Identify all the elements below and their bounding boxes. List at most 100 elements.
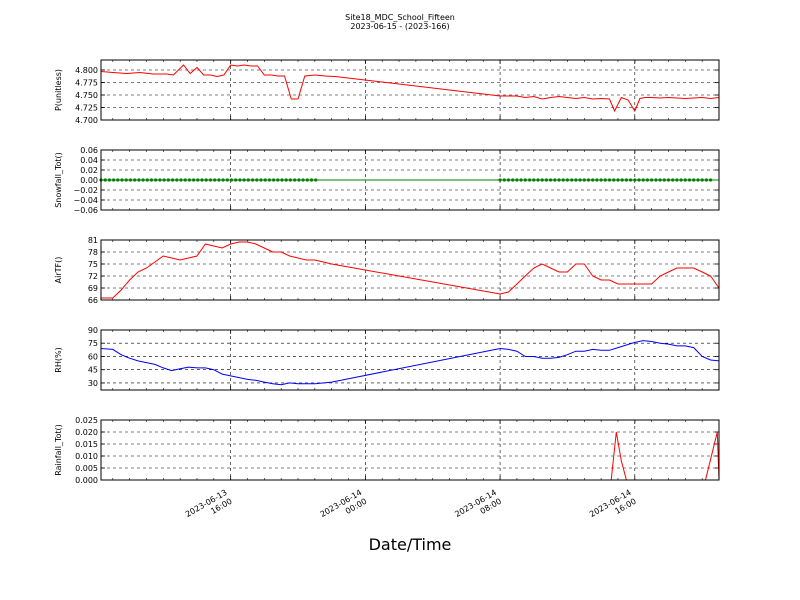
y-tick-label: 81	[88, 236, 98, 245]
data-point	[599, 178, 603, 182]
data-point	[536, 178, 540, 182]
figure-title: Site18_MDC_School_Fifteen	[345, 13, 455, 22]
data-point	[570, 178, 574, 182]
data-point	[187, 178, 191, 182]
data-point	[204, 178, 208, 182]
y-axis-label: Snowfall_Tot()	[54, 152, 63, 208]
data-point	[128, 178, 133, 182]
data-point	[309, 178, 314, 182]
data-point	[650, 178, 654, 182]
data-point	[192, 178, 196, 182]
data-point	[183, 178, 187, 182]
y-tick-label: −0.04	[73, 196, 98, 205]
data-point	[217, 178, 221, 182]
data-point	[255, 178, 259, 182]
series-line	[101, 241, 720, 299]
data-point	[200, 178, 204, 182]
y-axis-label: AirTF()	[54, 257, 63, 284]
data-point	[171, 178, 175, 182]
y-tick-label: 75	[88, 339, 98, 348]
data-point	[301, 178, 305, 182]
data-point	[305, 178, 309, 182]
data-point	[654, 178, 658, 182]
data-point	[603, 178, 607, 182]
y-tick-label: 69	[88, 284, 98, 293]
data-point	[671, 178, 675, 182]
y-tick-label: −0.06	[73, 206, 98, 215]
data-point	[687, 178, 692, 182]
data-point	[259, 178, 263, 182]
data-point	[242, 178, 246, 182]
data-point	[166, 178, 170, 182]
y-tick-label: 0.005	[75, 464, 98, 473]
data-point	[511, 178, 515, 182]
data-point	[225, 178, 229, 182]
data-point	[502, 178, 506, 182]
axes-frame	[100, 239, 720, 301]
y-tick-label: 75	[88, 260, 98, 269]
data-point	[145, 178, 149, 182]
data-point	[276, 178, 280, 182]
data-point	[112, 178, 116, 182]
axes-frame	[100, 329, 720, 391]
data-point	[523, 178, 527, 182]
data-point	[633, 178, 637, 182]
figure-subtitle: 2023-06-15 - (2023-166)	[350, 22, 449, 31]
data-point	[519, 178, 523, 182]
data-point	[280, 178, 284, 182]
data-point	[234, 178, 238, 182]
data-point	[267, 178, 271, 182]
y-tick-label: 0.015	[75, 440, 98, 449]
data-point	[557, 178, 561, 182]
data-point	[284, 178, 288, 182]
data-point	[620, 178, 624, 182]
data-point	[133, 178, 137, 182]
y-tick-label: 4.725	[75, 104, 98, 113]
y-tick-label: 30	[88, 379, 98, 388]
y-tick-label: 0.010	[75, 452, 98, 461]
data-point	[175, 178, 179, 182]
y-tick-label: 90	[88, 326, 98, 335]
y-tick-label: 45	[88, 366, 98, 375]
data-point	[238, 178, 242, 182]
y-tick-label: 0.020	[75, 428, 98, 437]
data-point	[578, 178, 582, 182]
subplot-4: 30 45 60 75 90 RH(%)	[54, 326, 720, 391]
data-point	[595, 178, 599, 182]
data-point	[532, 178, 536, 182]
data-point	[582, 178, 586, 182]
data-point	[498, 178, 502, 182]
data-point	[297, 178, 301, 182]
data-point	[263, 178, 267, 182]
data-point	[696, 178, 700, 182]
data-point	[549, 178, 553, 182]
data-point	[641, 178, 645, 182]
data-point	[704, 178, 709, 182]
y-axis-label: P(unitless)	[54, 69, 63, 111]
y-tick-label: 78	[88, 248, 98, 257]
data-point	[591, 178, 595, 182]
data-point	[141, 178, 145, 182]
y-axis-label: RH(%)	[54, 347, 63, 372]
data-point	[272, 178, 276, 182]
data-point	[506, 178, 511, 182]
data-point	[107, 178, 111, 182]
data-point	[683, 178, 687, 182]
series-line	[101, 431, 720, 481]
subplot-3: 66 69 72 75 78 81 AirTF()	[54, 236, 720, 305]
data-point	[675, 178, 679, 182]
data-point	[658, 178, 662, 182]
data-point	[149, 178, 154, 182]
data-point	[208, 178, 213, 182]
data-point	[515, 178, 519, 182]
data-point	[586, 178, 591, 182]
y-tick-label: 0.025	[75, 416, 98, 425]
data-point	[246, 178, 250, 182]
data-point	[624, 178, 629, 182]
y-tick-label: 0.000	[75, 476, 98, 485]
